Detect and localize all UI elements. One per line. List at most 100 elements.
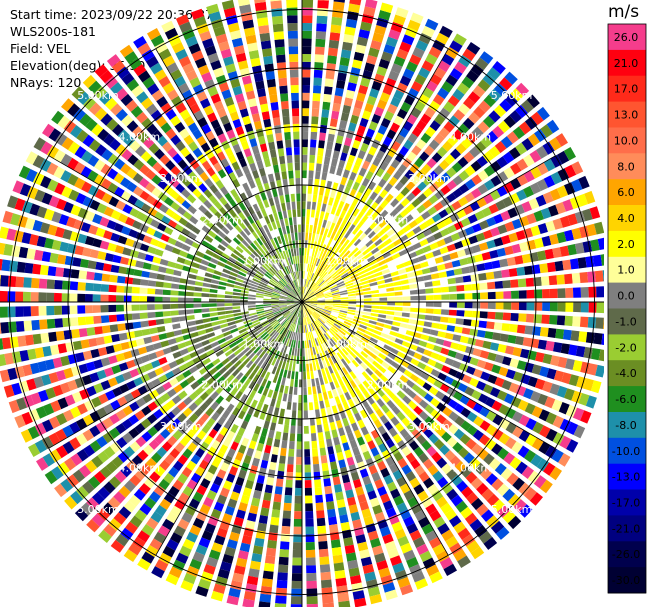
gate bbox=[135, 260, 145, 269]
gate bbox=[302, 123, 309, 132]
gate bbox=[319, 352, 325, 361]
gate bbox=[439, 444, 450, 456]
gate bbox=[425, 126, 436, 138]
gate bbox=[497, 343, 507, 353]
gate bbox=[359, 232, 367, 241]
gate bbox=[257, 385, 265, 395]
gate bbox=[303, 317, 306, 326]
gate bbox=[553, 342, 563, 353]
gate bbox=[282, 393, 288, 402]
gate bbox=[8, 321, 17, 333]
gate bbox=[405, 452, 416, 463]
gate bbox=[487, 67, 501, 80]
gate bbox=[248, 380, 256, 390]
gate bbox=[353, 377, 362, 386]
gate bbox=[288, 46, 299, 55]
gate bbox=[308, 331, 312, 340]
gate bbox=[54, 318, 63, 328]
gate bbox=[378, 178, 387, 188]
gate bbox=[266, 337, 273, 345]
gate bbox=[413, 394, 423, 404]
gate bbox=[147, 426, 158, 437]
gate bbox=[242, 487, 252, 497]
gate bbox=[238, 328, 247, 334]
gate bbox=[91, 396, 102, 408]
gate bbox=[473, 368, 483, 378]
gate bbox=[481, 251, 491, 261]
gate bbox=[318, 336, 324, 345]
gate bbox=[159, 404, 170, 415]
gate bbox=[381, 404, 390, 414]
gate bbox=[338, 200, 345, 210]
gate bbox=[309, 303, 318, 306]
gate bbox=[379, 92, 391, 103]
gate bbox=[102, 263, 112, 272]
gate bbox=[418, 340, 428, 348]
gate bbox=[490, 227, 500, 237]
gate bbox=[559, 435, 572, 449]
gate bbox=[433, 133, 445, 145]
gate bbox=[393, 238, 402, 247]
gate bbox=[302, 286, 305, 295]
gate bbox=[57, 462, 70, 476]
gate bbox=[267, 539, 277, 549]
gate bbox=[308, 178, 313, 187]
gate bbox=[322, 351, 328, 360]
gate bbox=[369, 88, 380, 99]
gate bbox=[293, 131, 300, 140]
gate bbox=[275, 324, 282, 331]
gate bbox=[552, 432, 565, 446]
gate bbox=[135, 436, 147, 448]
gate bbox=[339, 310, 348, 314]
gate bbox=[312, 257, 316, 265]
gate bbox=[385, 438, 395, 449]
gate bbox=[358, 256, 367, 264]
gate bbox=[310, 264, 314, 273]
gate bbox=[536, 178, 549, 191]
gate bbox=[403, 516, 415, 527]
gate bbox=[337, 72, 347, 82]
colorbar-tick-label: 13.0 bbox=[614, 109, 639, 122]
gate bbox=[464, 302, 473, 309]
gate bbox=[234, 565, 246, 575]
gate bbox=[338, 267, 346, 275]
gate bbox=[536, 145, 549, 159]
gate bbox=[227, 413, 237, 423]
gate bbox=[396, 333, 406, 340]
gate bbox=[504, 245, 514, 256]
gate bbox=[266, 326, 274, 334]
gate bbox=[273, 164, 280, 174]
gate bbox=[334, 276, 342, 283]
gate bbox=[370, 429, 380, 439]
gate bbox=[559, 245, 570, 257]
gate bbox=[323, 333, 330, 341]
gate bbox=[557, 356, 568, 369]
gate bbox=[326, 204, 332, 214]
gate bbox=[399, 374, 409, 384]
gate bbox=[325, 298, 333, 301]
gate bbox=[404, 94, 416, 106]
gate bbox=[162, 381, 172, 391]
gate bbox=[336, 80, 346, 89]
gate bbox=[399, 584, 414, 596]
gate bbox=[320, 335, 326, 344]
gate bbox=[362, 475, 372, 486]
gate bbox=[369, 337, 378, 344]
gate bbox=[137, 558, 151, 571]
gate bbox=[41, 436, 54, 450]
gate bbox=[215, 349, 224, 357]
gate bbox=[390, 198, 400, 208]
gate bbox=[144, 477, 156, 489]
gate bbox=[278, 556, 289, 566]
gate bbox=[354, 356, 363, 365]
gate bbox=[302, 309, 304, 318]
gate bbox=[308, 292, 315, 298]
gate bbox=[231, 368, 240, 377]
gate bbox=[452, 442, 464, 453]
gate bbox=[340, 49, 352, 59]
gate bbox=[441, 365, 451, 374]
gate bbox=[352, 446, 361, 456]
gate bbox=[211, 358, 221, 366]
gate bbox=[331, 355, 337, 364]
gate bbox=[275, 478, 284, 487]
